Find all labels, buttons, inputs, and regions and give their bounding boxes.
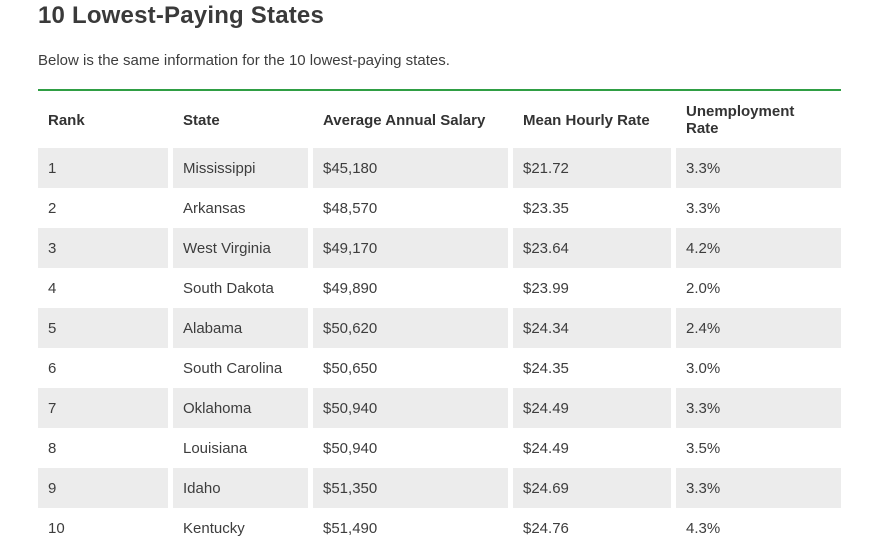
lowest-paying-states-table: Rank State Average Annual Salary Mean Hourl… [33,91,846,548]
table-cell: $50,940 [313,428,508,468]
table-cell: $23.64 [513,228,671,268]
table-cell: $23.35 [513,188,671,228]
table-cell: $50,940 [313,388,508,428]
column-header: Average Annual Salary [313,91,508,148]
table-cell: 5 [38,308,168,348]
table-row: 3 West Virginia $49,170 $23.64 4.2% [38,228,841,268]
table-row: 1 Mississippi $45,180 $21.72 3.3% [38,148,841,188]
table-cell: West Virginia [173,228,308,268]
table-cell: 8 [38,428,168,468]
table-cell: $45,180 [313,148,508,188]
table-cell: Mississippi [173,148,308,188]
table-cell: $49,170 [313,228,508,268]
table-cell: $23.99 [513,268,671,308]
table-cell: Louisiana [173,428,308,468]
table-cell: 10 [38,508,168,548]
table-cell: Alabama [173,308,308,348]
table-cell: 7 [38,388,168,428]
table-cell: Oklahoma [173,388,308,428]
table-row: 9 Idaho $51,350 $24.69 3.3% [38,468,841,508]
table-body: 1 Mississippi $45,180 $21.72 3.3% 2 Arkansas $4… [38,148,841,548]
table-cell: $48,570 [313,188,508,228]
table-cell: 4.2% [676,228,841,268]
table-cell: Arkansas [173,188,308,228]
table-cell: $24.49 [513,388,671,428]
table-cell: Kentucky [173,508,308,548]
table-cell: $21.72 [513,148,671,188]
table-row: 5 Alabama $50,620 $24.34 2.4% [38,308,841,348]
table-row: 8 Louisiana $50,940 $24.49 3.5% [38,428,841,468]
table-cell: $24.76 [513,508,671,548]
table-header: Rank State Average Annual Salary Mean Hourl… [38,91,841,148]
table-cell: 3.3% [676,188,841,228]
table-cell: South Carolina [173,348,308,388]
table-cell: 4.3% [676,508,841,548]
table-row: 7 Oklahoma $50,940 $24.49 3.3% [38,388,841,428]
table-cell: 2.4% [676,308,841,348]
table-header-row: Rank State Average Annual Salary Mean Hourl… [38,91,841,148]
table-cell: 3 [38,228,168,268]
table-cell: 2 [38,188,168,228]
table-cell: $51,350 [313,468,508,508]
column-header: Mean Hourly Rate [513,91,671,148]
table-cell: $24.35 [513,348,671,388]
table-cell: $50,650 [313,348,508,388]
table-cell: Idaho [173,468,308,508]
table-cell: 9 [38,468,168,508]
table-cell: $24.34 [513,308,671,348]
table-row: 4 South Dakota $49,890 $23.99 2.0% [38,268,841,308]
table-row: 6 South Carolina $50,650 $24.35 3.0% [38,348,841,388]
table-cell: 3.3% [676,148,841,188]
column-header: Rank [38,91,168,148]
divider-rule [38,89,841,91]
table-cell: 1 [38,148,168,188]
page-subtitle: Below is the same information for the 10… [38,52,450,69]
table-cell: 6 [38,348,168,388]
table-cell: 2.0% [676,268,841,308]
table-row: 2 Arkansas $48,570 $23.35 3.3% [38,188,841,228]
table-cell: 3.3% [676,388,841,428]
table-cell: $49,890 [313,268,508,308]
table-cell: 3.3% [676,468,841,508]
column-header: Unemployment Rate [676,91,841,148]
table-cell: $24.69 [513,468,671,508]
column-header: State [173,91,308,148]
table-cell: $51,490 [313,508,508,548]
table-cell: 4 [38,268,168,308]
table-cell: 3.0% [676,348,841,388]
table-cell: $24.49 [513,428,671,468]
table-cell: $50,620 [313,308,508,348]
page-title: 10 Lowest-Paying States [38,2,325,29]
table-cell: South Dakota [173,268,308,308]
table-cell: 3.5% [676,428,841,468]
table-row: 10 Kentucky $51,490 $24.76 4.3% [38,508,841,548]
